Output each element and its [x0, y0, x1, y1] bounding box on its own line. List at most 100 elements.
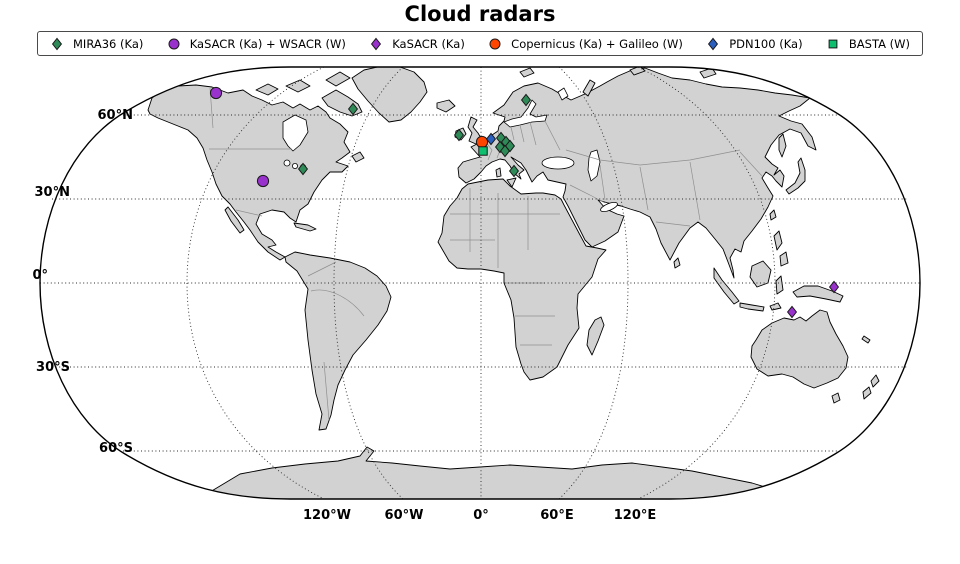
land-arctic-island-2 — [285, 79, 311, 93]
land-luzon — [773, 230, 783, 251]
diamond-marker-icon — [51, 37, 63, 50]
land-mindanao — [779, 251, 789, 267]
land-sakhalin — [778, 133, 787, 158]
country-border — [519, 124, 525, 143]
circle-marker-icon — [168, 38, 180, 49]
land-south-america — [284, 251, 392, 431]
graticule — [40, 66, 920, 500]
land-newfoundland — [351, 151, 365, 163]
diamond-marker-icon — [708, 37, 719, 50]
marker-mira36-ka- — [347, 102, 359, 116]
map-boundary — [39, 66, 921, 500]
sea-white-sea — [557, 87, 569, 101]
country-borders-group — [209, 87, 763, 421]
legend-item: PDN100 (Ka) — [706, 36, 803, 51]
legend-item-label: KaSACR (Ka) — [392, 36, 465, 51]
country-border — [510, 126, 515, 141]
land-ellesmere — [325, 71, 351, 87]
inland-seas-group — [282, 87, 618, 213]
legend-item-label: Copernicus (Ka) + Galileo (W) — [511, 36, 683, 51]
marker-kasacr-ka-wsacr-w- — [209, 86, 223, 100]
legend-item: Copernicus (Ka) + Galileo (W) — [488, 37, 683, 51]
square-marker-icon — [828, 39, 838, 48]
land-madagascar — [586, 316, 605, 356]
country-border — [655, 221, 691, 227]
sea-baltic — [503, 99, 548, 128]
marker-copernicus-ka-galileo-w- — [475, 135, 489, 149]
meridian-120w — [186, 66, 325, 500]
marker-mira36-ka- — [499, 144, 511, 158]
legend-item-label: MIRA36 (Ka) — [73, 36, 144, 51]
lon-tick-label: 60°E — [540, 508, 573, 523]
marker-basta-w- — [478, 146, 488, 156]
marker-mira36-ka- — [494, 140, 506, 154]
land-new-guinea — [792, 285, 844, 303]
sea-persian-gulf — [600, 201, 618, 213]
diamond-marker-icon — [371, 37, 382, 50]
circle-marker-icon — [489, 38, 501, 49]
lon-tick-label: 0° — [473, 508, 489, 523]
land-new-zealand-north — [870, 374, 880, 388]
country-border — [235, 209, 263, 217]
land-new-caledonia — [861, 335, 871, 344]
land-sardinia — [495, 167, 502, 178]
land-sumatra — [713, 267, 740, 305]
lake-michigan — [291, 162, 298, 169]
meridian-120e — [637, 66, 776, 500]
legend-item-label: BASTA (W) — [848, 36, 910, 51]
country-border — [689, 161, 701, 221]
lon-tick-label: 120°E — [614, 508, 657, 523]
land-cuba — [293, 222, 317, 232]
radar-markers — [209, 86, 840, 319]
country-border — [544, 120, 561, 151]
land-sri-lanka — [673, 257, 681, 269]
country-border — [599, 164, 606, 201]
country-border — [529, 121, 537, 146]
land-baffin-island — [321, 89, 363, 117]
country-border — [310, 289, 365, 317]
land-svalbard — [519, 67, 535, 78]
land-novaya-zemlya — [582, 79, 596, 97]
lat-tick-label: 60°S — [99, 441, 133, 456]
land-taiwan — [769, 209, 777, 221]
country-border — [323, 361, 330, 421]
land-greenland — [351, 67, 428, 123]
land-arctic-island-1 — [255, 83, 279, 96]
land-sicily — [506, 177, 517, 188]
country-border — [739, 151, 763, 177]
marker-pdn100-ka- — [485, 132, 497, 146]
marker-kasacr-ka- — [828, 280, 840, 294]
legend-item: BASTA (W) — [826, 37, 910, 51]
legend-item: MIRA36 (Ka) — [50, 37, 143, 51]
page-title: Cloud radars — [404, 2, 556, 26]
marker-mira36-ka- — [453, 128, 465, 142]
land-new-zealand-south — [862, 386, 872, 400]
land-timor — [769, 302, 782, 311]
sea-caspian — [587, 149, 601, 182]
land-iceland — [436, 99, 456, 113]
country-border — [639, 166, 649, 211]
marker-mira36-ka- — [297, 162, 309, 176]
marker-mira36-ka- — [520, 93, 532, 107]
lat-tick-label: 30°S — [36, 360, 70, 375]
land-tasmania — [831, 392, 841, 404]
sea-black-sea — [541, 156, 575, 170]
legend-item-label: PDN100 (Ka) — [729, 36, 803, 51]
sea-hudson-bay — [282, 114, 309, 152]
legend-item: KaSACR (Ka) + WSACR (W) — [167, 37, 346, 51]
lake-superior — [283, 159, 291, 167]
country-border — [565, 149, 741, 166]
lat-tick-label: 0° — [32, 268, 48, 283]
legend: MIRA36 (Ka) KaSACR (Ka) + WSACR (W) KaSACR… — [37, 31, 923, 56]
land-sulawesi — [775, 275, 784, 295]
lat-tick-label: 30°N — [35, 185, 70, 200]
land-baja — [224, 206, 245, 234]
axis-labels: 60°N 30°N 0° 30°S 60°S 120°W 60°W 0° 60°E 120°E — [32, 108, 656, 523]
legend-item-label: KaSACR (Ka) + WSACR (W) — [189, 36, 346, 51]
country-border — [569, 184, 606, 204]
country-border — [307, 261, 337, 277]
marker-mira36-ka- — [508, 164, 520, 178]
legend-item: KaSACR (Ka) — [369, 37, 465, 51]
